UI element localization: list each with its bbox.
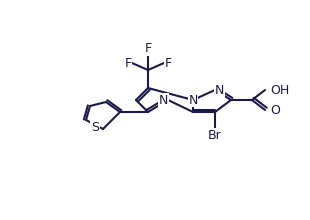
Text: F: F: [144, 42, 152, 55]
Text: N: N: [188, 94, 198, 106]
Text: O: O: [270, 103, 280, 117]
Text: F: F: [124, 57, 131, 70]
Text: OH: OH: [270, 84, 289, 97]
Text: S: S: [91, 121, 99, 134]
Text: Br: Br: [208, 128, 222, 141]
Text: N: N: [215, 84, 224, 97]
Text: N: N: [159, 94, 168, 106]
Text: F: F: [164, 57, 171, 70]
